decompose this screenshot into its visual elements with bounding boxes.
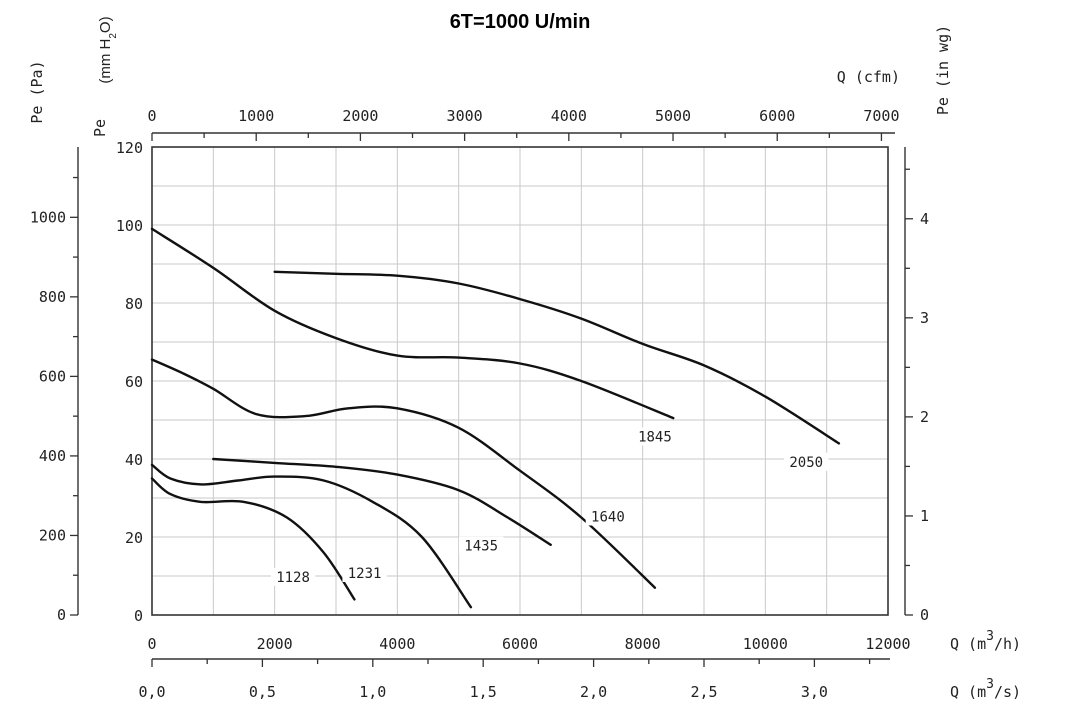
fan-curve-2050 <box>273 270 841 445</box>
bottom-m3h-tick-label: 2000 <box>257 635 293 653</box>
bottom-m3s-tick-label: 0,0 <box>138 683 165 701</box>
curve-label-bg-1845 <box>632 427 678 446</box>
left-pa-axis: 0 200 400 600 800 1000 <box>30 147 79 624</box>
right-inwg-axis-label: Pe (in wg) <box>934 25 952 115</box>
left-pa-tick-label: 0 <box>57 606 66 624</box>
right-inwg-tick-label: 1 <box>920 507 929 525</box>
left-mm-tick-label: 40 <box>125 451 143 469</box>
curve-label-bg-1435 <box>458 536 504 555</box>
left-mm-axis: 0 20 40 60 80 100 120 <box>116 139 143 625</box>
left-pa-tick-label: 800 <box>39 288 66 306</box>
top-cfm-tick-label: 6000 <box>759 107 795 125</box>
bottom-m3h-tick-label: 8000 <box>625 635 661 653</box>
top-cfm-tick-label: 3000 <box>447 107 483 125</box>
curve-label-1845: 1845 <box>638 430 672 446</box>
left-mm-axis-label: (mm H2O) <box>97 16 119 83</box>
curve-label-1231: 1231 <box>348 566 382 582</box>
fan-curve-1845 <box>150 227 675 420</box>
fan-curve-1640 <box>150 358 657 589</box>
curve-label-1128: 1128 <box>276 570 310 586</box>
bottom-m3h-tick-label: 10000 <box>743 635 788 653</box>
curve-label-bg-2050 <box>784 452 829 471</box>
left-mm-tick-label: 100 <box>116 217 143 235</box>
right-inwg-tick-label: 2 <box>920 408 929 426</box>
left-mm-tick-label: 120 <box>116 139 143 157</box>
left-pa-tick-label: 200 <box>39 526 66 544</box>
top-cfm-tick-label: 5000 <box>655 107 691 125</box>
plot-frame <box>151 146 889 616</box>
top-cfm-tick-label: 7000 <box>863 107 899 125</box>
bottom-m3s-tick-label: 1,0 <box>359 683 386 701</box>
left-pa-tick-label: 400 <box>39 447 66 465</box>
fan-curve-1435 <box>212 457 552 546</box>
bottom-m3s-tick-label: 0,5 <box>249 683 276 701</box>
bottom-m3h-tick-label: 12000 <box>865 635 910 653</box>
curve-label-bg-1128 <box>270 567 316 586</box>
bottom-m3h-tick-label: 6000 <box>502 635 538 653</box>
fan-curve-1128 <box>150 477 356 601</box>
left-mm-axis-prefix: Pe <box>91 119 109 137</box>
chart-title: 6T=1000 U/min <box>450 11 591 33</box>
plot-grid <box>152 147 888 615</box>
bottom-m3s-tick-label: 3,0 <box>801 683 828 701</box>
top-cfm-axis-label: Q (cfm) <box>837 68 900 86</box>
bottom-m3s-axis-label: Q (m3/s) <box>950 677 1021 701</box>
bottom-m3s-tick-label: 1,5 <box>470 683 497 701</box>
curves-layer <box>150 227 841 609</box>
curve-labels-layer: 1128 1231 1435 1640 1845 2050 <box>270 427 829 586</box>
bottom-m3s-tick-label: 2,0 <box>580 683 607 701</box>
top-cfm-tick-label: 0 <box>147 107 156 125</box>
left-mm-tick-label: 20 <box>125 529 143 547</box>
right-inwg-axis: 0 1 2 3 4 <box>904 147 929 624</box>
curve-label-bg-1231 <box>342 564 387 582</box>
bottom-m3s-axis: 0,0 0,5 1,0 1,5 2,0 2,5 3,0 <box>138 658 890 701</box>
bottom-m3h-tick-label: 0 <box>147 635 156 653</box>
left-pa-axis-label: Pe (Pa) <box>28 60 46 123</box>
right-inwg-tick-label: 4 <box>920 210 929 228</box>
left-mm-tick-label: 80 <box>125 295 143 313</box>
top-cfm-tick-label: 1000 <box>238 107 274 125</box>
bottom-m3h-tick-label: 4000 <box>379 635 415 653</box>
curve-label-bg-1640 <box>585 507 631 526</box>
bottom-m3s-tick-label: 2,5 <box>690 683 717 701</box>
right-inwg-tick-label: 3 <box>920 309 929 327</box>
left-mm-tick-label: 60 <box>125 373 143 391</box>
bottom-m3h-axis-label: Q (m3/h) <box>950 629 1021 653</box>
curve-label-2050: 2050 <box>789 455 823 471</box>
top-cfm-tick-label: 4000 <box>551 107 587 125</box>
curve-label-1640: 1640 <box>591 509 625 525</box>
top-cfm-axis: 0 1000 2000 3000 4000 5000 6000 7000 <box>147 107 899 141</box>
curve-label-1435: 1435 <box>464 539 498 555</box>
left-mm-tick-label: 0 <box>134 607 143 625</box>
left-pa-tick-label: 600 <box>39 367 66 385</box>
top-cfm-tick-label: 2000 <box>342 107 378 125</box>
bottom-m3h-axis: 0 2000 4000 6000 8000 10000 12000 <box>147 635 910 653</box>
right-inwg-tick-label: 0 <box>920 606 929 624</box>
fan-curve-1231 <box>150 463 473 609</box>
left-pa-tick-label: 1000 <box>30 208 66 226</box>
